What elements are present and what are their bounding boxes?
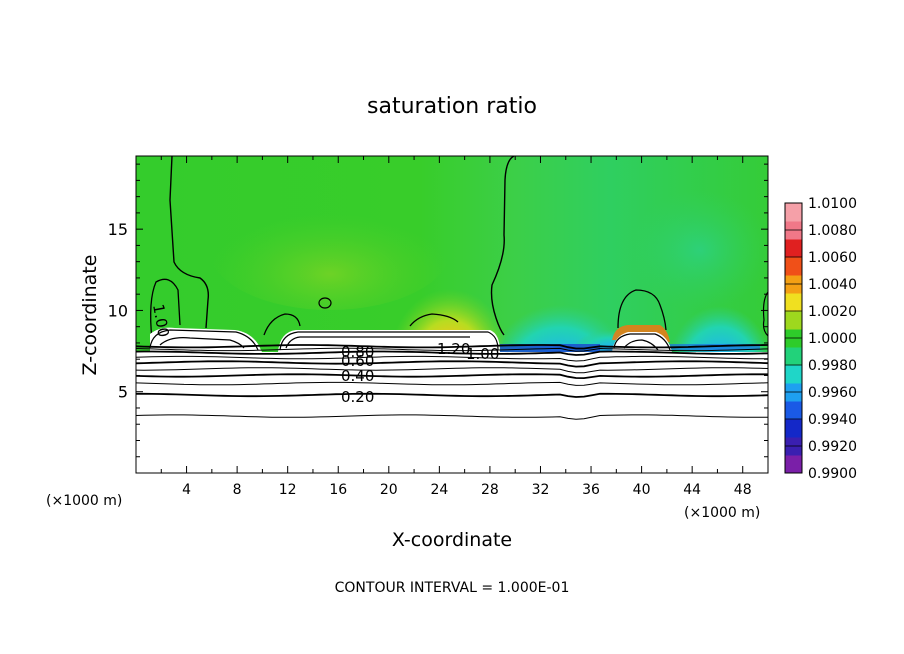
x-tick-label: 40 bbox=[633, 482, 651, 498]
x-tick-label: 48 bbox=[734, 482, 752, 498]
contour-line bbox=[136, 344, 768, 350]
colorbar-swatch bbox=[785, 401, 802, 420]
contour-line bbox=[136, 367, 768, 374]
lighter-region bbox=[210, 190, 450, 310]
colorbar: 1.0100 1.0080 1.0060 1.0040 1.0020 1.0000 0.99… bbox=[784, 196, 857, 482]
x-tick-label: 8 bbox=[233, 482, 242, 498]
x-tick-label: 44 bbox=[683, 482, 701, 498]
boundary-contour bbox=[617, 289, 667, 331]
contour-label: 1.00 bbox=[466, 345, 499, 363]
blue-band bbox=[500, 344, 600, 352]
ground-region bbox=[136, 352, 768, 473]
colorbar-swatch bbox=[785, 455, 802, 474]
boundary-contour bbox=[762, 291, 768, 337]
contour-label: 1.00 bbox=[149, 303, 173, 339]
cloud-outline bbox=[285, 336, 470, 349]
x-tick-label: 20 bbox=[380, 482, 398, 498]
cloud-outline bbox=[159, 337, 245, 349]
colorbar-swatch bbox=[785, 365, 802, 384]
contour-line bbox=[136, 350, 768, 356]
colorbar-tick-label: 1.0080 bbox=[808, 223, 857, 239]
y-axis: 5 10 15 bbox=[108, 163, 768, 458]
colorbar-swatch bbox=[785, 239, 802, 258]
contour-label: 0.20 bbox=[341, 388, 374, 406]
contour-lines bbox=[136, 344, 768, 420]
plot-frame bbox=[135, 155, 769, 474]
contour-line bbox=[136, 347, 768, 352]
y-tick-label: 10 bbox=[108, 301, 128, 320]
contour-labels: 1.001.201.000.800.600.400.20 bbox=[149, 303, 499, 406]
contour-line bbox=[136, 381, 768, 386]
x-axis-label: X-coordinate bbox=[392, 529, 512, 551]
contour-line bbox=[136, 392, 768, 398]
contour-line bbox=[136, 355, 768, 362]
colorbar-tick-label: 1.0000 bbox=[808, 331, 857, 347]
x-axis: 4 8 12 16 20 24 28 32 36 40 44 48 bbox=[160, 156, 752, 498]
boundary-contour bbox=[318, 297, 332, 309]
colorbar-swatch bbox=[785, 293, 802, 312]
cloud-outline bbox=[149, 329, 259, 351]
colorbar-tick-label: 0.9940 bbox=[808, 412, 857, 428]
boundary-contour bbox=[263, 313, 301, 336]
colorbar-swatch bbox=[785, 419, 802, 438]
colorbar-swatch bbox=[785, 257, 802, 276]
contour-line bbox=[136, 360, 768, 368]
plot-area bbox=[136, 156, 768, 473]
cloud-outline bbox=[613, 333, 671, 351]
x-axis-unit-right: (×1000 m) bbox=[684, 505, 760, 521]
contour-interval-note: CONTOUR INTERVAL = 1.000E-01 bbox=[335, 580, 570, 596]
boundary-contour bbox=[409, 313, 459, 327]
x-tick-label: 16 bbox=[329, 482, 347, 498]
colorbar-tick-label: 1.0100 bbox=[808, 196, 857, 212]
boundary-contour bbox=[490, 156, 515, 336]
x-tick-label: 32 bbox=[532, 482, 550, 498]
cloud-outline bbox=[623, 339, 659, 351]
contour-label: 0.60 bbox=[341, 352, 374, 370]
x-tick-label: 36 bbox=[582, 482, 600, 498]
contour-label: 1.20 bbox=[437, 340, 470, 358]
colorbar-tick-label: 1.0040 bbox=[808, 277, 857, 293]
colorbar-swatch bbox=[785, 311, 802, 330]
colorbar-tick-label: 0.9960 bbox=[808, 385, 857, 401]
colorbar-tick-label: 1.0060 bbox=[808, 250, 857, 266]
colorbar-tick-label: 0.9920 bbox=[808, 439, 857, 455]
colorbar-swatch bbox=[785, 203, 802, 222]
x-tick-label: 28 bbox=[481, 482, 499, 498]
boundary-contour bbox=[169, 156, 210, 329]
x-tick-label: 24 bbox=[430, 482, 448, 498]
chart-title: saturation ratio bbox=[367, 94, 537, 119]
y-axis-label: Z-coordinate bbox=[79, 255, 101, 376]
colorbar-tick-label: 1.0020 bbox=[808, 304, 857, 320]
colorbar-tick-label: 0.9980 bbox=[808, 358, 857, 374]
contour-line bbox=[136, 414, 768, 420]
x-tick-label: 12 bbox=[279, 482, 297, 498]
contour-label: 0.80 bbox=[341, 343, 374, 361]
y-tick-label: 15 bbox=[108, 220, 128, 239]
contour-label: 0.40 bbox=[341, 367, 374, 385]
colorbar-swatch bbox=[785, 347, 802, 366]
colorbar-tick-label: 0.9900 bbox=[808, 466, 857, 482]
x-axis-unit-left: (×1000 m) bbox=[46, 493, 122, 509]
boundary-contour bbox=[150, 278, 181, 341]
contour-line bbox=[136, 373, 768, 380]
cloud-outline bbox=[279, 331, 499, 351]
y-tick-label: 5 bbox=[118, 383, 128, 402]
x-tick-label: 4 bbox=[182, 482, 191, 498]
